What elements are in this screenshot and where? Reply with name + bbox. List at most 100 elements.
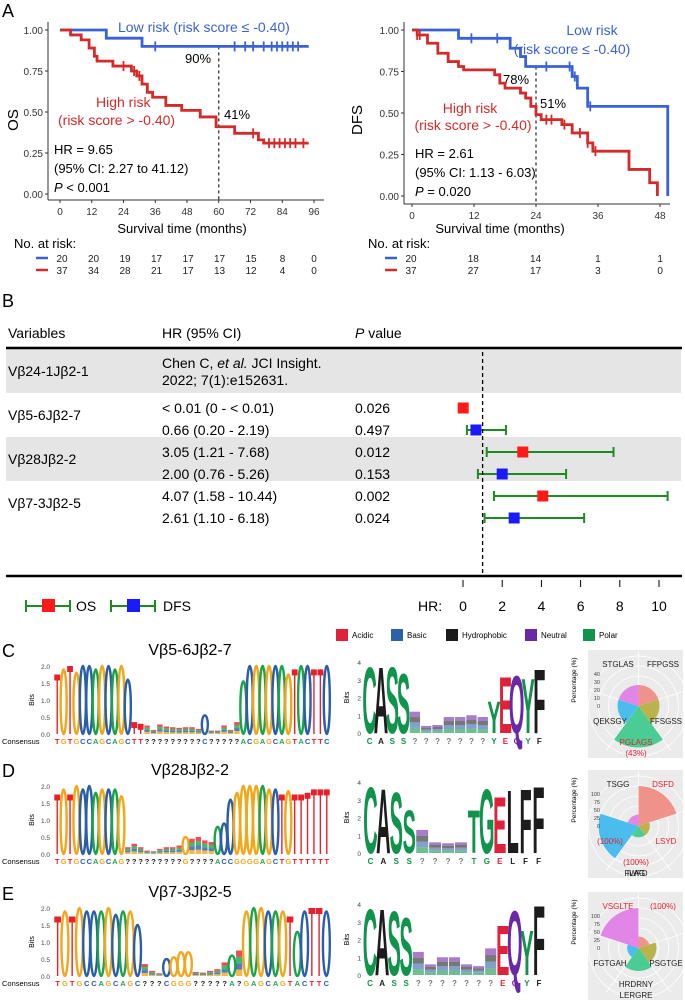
nt-logo-letter xyxy=(207,970,214,973)
consensus-letter: T xyxy=(318,857,323,866)
polar-ytick-label: 50 xyxy=(594,808,600,814)
nt-logo-letter xyxy=(236,969,243,976)
nt-logo-letter xyxy=(69,666,71,734)
legend-swatch-basic xyxy=(391,629,403,641)
nt-logo-letter xyxy=(104,664,113,736)
consensus-letter: ? xyxy=(151,737,156,746)
aa-consensus-letter: Y xyxy=(524,979,530,988)
nt-logo-letter xyxy=(157,848,163,851)
km_os-risk-count: 20 xyxy=(56,254,68,265)
aa-logo-letter xyxy=(424,969,436,973)
km_os-xtick-label: 24 xyxy=(118,207,130,218)
km_os-xtick-label: 48 xyxy=(181,207,193,218)
consensus-letter: T xyxy=(292,857,297,866)
nt-logo-letter xyxy=(284,673,293,736)
nt-logo-letter xyxy=(110,788,120,856)
forest-header-p: P value xyxy=(355,325,402,341)
km_dfs-risk-count: 20 xyxy=(405,254,417,265)
consensus-letter: A xyxy=(120,979,126,988)
consensus-letter: A xyxy=(93,737,99,746)
aa-logo-letter: S xyxy=(387,893,400,995)
aa-consensus-letter: F xyxy=(537,737,542,746)
km-os-high-label-1: High risk xyxy=(96,94,151,110)
km_dfs-risk-count: 17 xyxy=(530,266,542,277)
consensus-letter: C xyxy=(91,979,97,988)
nt-logo-letter xyxy=(189,727,195,729)
nt-logo-letter xyxy=(78,788,88,856)
nt-logo-letter xyxy=(227,729,234,731)
consensus-letter: A xyxy=(279,737,285,746)
aa-logo-letter xyxy=(485,955,497,962)
consensus-letter: G xyxy=(258,979,264,988)
aa-consensus-letter: ? xyxy=(469,737,474,746)
consensus-letter: C xyxy=(106,857,112,866)
aa-consensus-letter: S xyxy=(394,857,400,866)
aa-consensus-letter: L xyxy=(510,857,515,866)
forest-xtick-label: 0 xyxy=(459,598,467,614)
consensus-letter: C xyxy=(135,979,141,988)
km_os-risk-count: 17 xyxy=(151,254,163,265)
nt-logo-letter xyxy=(227,731,234,733)
aa-logo-letter: E xyxy=(493,782,506,871)
nt-logo-letter xyxy=(200,714,210,736)
nt-logo-letter xyxy=(300,794,302,854)
citation-etal: et al. xyxy=(217,355,247,371)
consensus-letter: ? xyxy=(215,737,220,746)
nt-logo-letter xyxy=(321,910,331,978)
aa-ytick-label: 1 xyxy=(357,833,361,840)
aa-consensus-letter: Q xyxy=(514,737,520,746)
nt-logo-letter xyxy=(56,794,58,854)
forest-header-hr: HR (95% CI) xyxy=(162,325,241,341)
aa-logo-letter xyxy=(416,835,429,842)
nt-logo-letter xyxy=(221,727,227,730)
consensus-letter: T xyxy=(55,737,60,746)
km_os-ytick-label: 0.75 xyxy=(24,67,44,78)
km-os-plot: OS Survival time (months) Low risk (risk… xyxy=(5,19,290,251)
consensus-letter: T xyxy=(317,979,322,988)
km_os-risk-count: 34 xyxy=(88,266,100,277)
forest-hr-os: < 0.01 (0 - < 0.01) xyxy=(162,400,274,416)
aa-logo-letter: Y xyxy=(487,694,500,743)
km-dfs-ylabel: DFS xyxy=(349,105,366,135)
nt-logo-letter xyxy=(131,851,137,854)
nt-logo-letter xyxy=(182,728,189,731)
forest-citation-line-2: 2022; 7(1):e152631. xyxy=(162,372,288,388)
nt-logo-letter xyxy=(214,732,221,734)
forest-p-os: 0.002 xyxy=(355,488,390,504)
nt-logo-letter xyxy=(221,729,227,732)
aa-consensus-letter: A xyxy=(379,979,385,988)
amino-acid-legend: Acidic Basic Hydrophobic Neutral Polar xyxy=(336,629,618,641)
nt-logo-letter xyxy=(214,731,221,733)
nt-logo-letter xyxy=(208,731,214,733)
polar-ytick-label: 25 xyxy=(594,816,600,822)
consensus-letter: ? xyxy=(126,857,131,866)
nt-logo-letter xyxy=(125,852,131,854)
forest-hr-dfs: 2.61 (1.10 - 6.18) xyxy=(162,510,269,526)
aa-logo-letter xyxy=(477,721,488,726)
nt-logo-letter xyxy=(157,729,163,732)
nt-logo-letter xyxy=(170,730,176,733)
aa-consensus-letter: Y xyxy=(525,737,531,746)
nt-logo-letter xyxy=(219,822,229,856)
legend-label-neutral: Neutral xyxy=(541,631,567,640)
consensus-letter: ? xyxy=(237,979,242,988)
km_os-xtick-label: 60 xyxy=(213,207,225,218)
aa-consensus-letter: ? xyxy=(452,979,457,988)
aa-logo-letter xyxy=(436,957,448,962)
forest-axis-label: HR: xyxy=(418,598,442,614)
polar-label: STGLAS xyxy=(602,660,634,669)
forest-p-dfs: 0.024 xyxy=(355,510,390,526)
polar-label: ILAG xyxy=(627,869,645,878)
km-dfs-high-pct: 51% xyxy=(540,96,566,111)
aa-logo-letter xyxy=(448,961,461,967)
km_os-risk-count: 28 xyxy=(119,266,131,277)
nt-logo-letter xyxy=(271,664,280,736)
nt-logo-letter xyxy=(249,906,259,978)
km-os-pvalue: P < 0.001 xyxy=(54,180,110,195)
aa-ytick-label: 4 xyxy=(357,902,361,909)
forest-xtick-label: 10 xyxy=(651,598,667,614)
aa-logo-letter: C xyxy=(362,649,376,754)
km_dfs-risk-count: 1 xyxy=(657,254,663,265)
